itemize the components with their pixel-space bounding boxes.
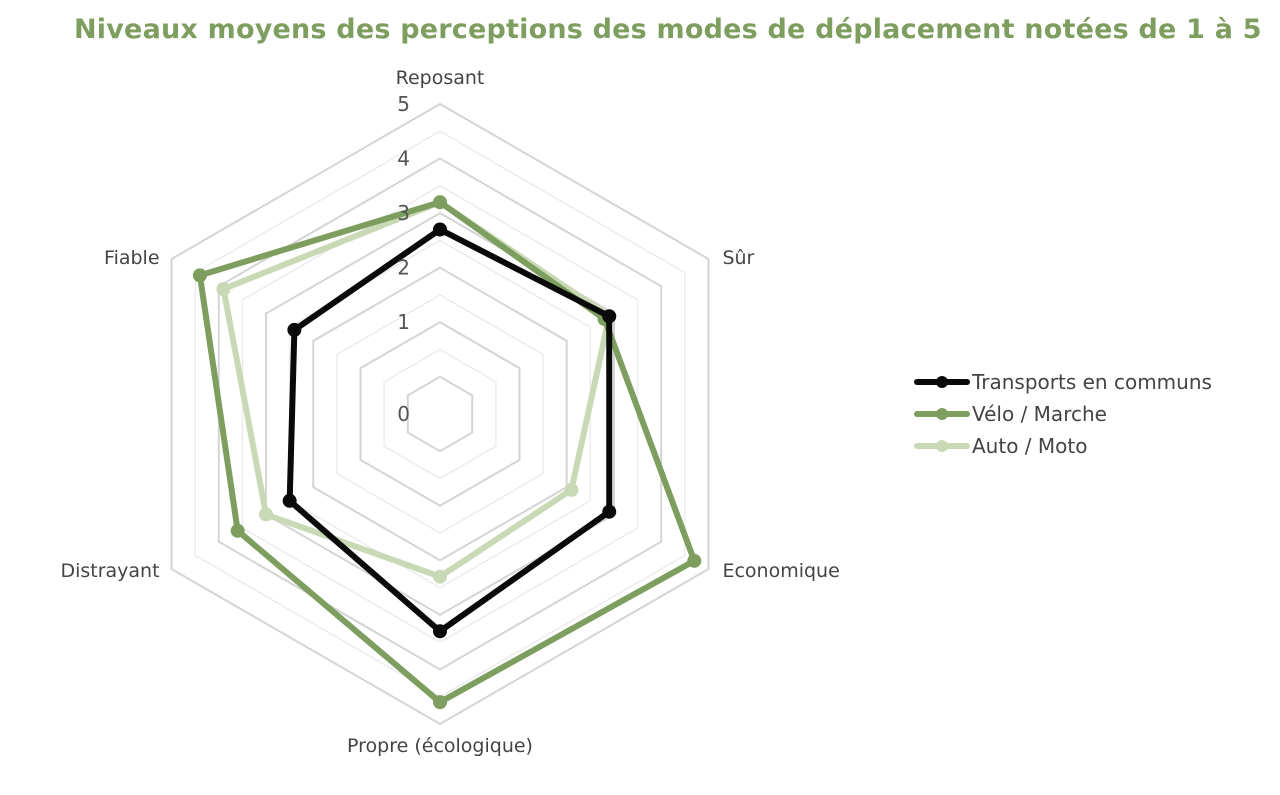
axis-label-1: Sûr — [722, 247, 754, 269]
grid-ring-minor-1.5 — [336, 294, 544, 534]
grid-ring-2 — [312, 266, 568, 562]
grid-ring-minor-2.5 — [288, 239, 592, 589]
legend-label-2: Auto / Moto — [972, 434, 1088, 458]
axis-label-4: Distrayant — [60, 560, 159, 582]
series-0-point-3 — [433, 624, 447, 639]
grid-ring-minor-0.5 — [383, 348, 497, 480]
tick-label-2: 2 — [397, 256, 410, 280]
series-0-point-0 — [433, 222, 447, 237]
legend-item-0: Transports en communs — [912, 366, 1212, 398]
legend-item-2: Auto / Moto — [912, 430, 1212, 462]
axis-label-2: Economique — [722, 560, 839, 582]
grid-ring-0 — [406, 375, 474, 453]
series-1-point-5 — [192, 268, 207, 283]
series-2-point-3 — [433, 569, 447, 584]
legend-label-0: Transports en communs — [972, 370, 1212, 394]
axis-label-3: Propre (écologique) — [347, 735, 533, 757]
legend-swatch-2 — [912, 436, 972, 456]
series-0-point-4 — [282, 493, 297, 508]
legend-swatch-0 — [912, 372, 972, 392]
series-2-point-4 — [259, 507, 274, 522]
series-0-point-2 — [602, 504, 617, 519]
tick-label-0: 0 — [397, 402, 410, 426]
radar-series — [192, 195, 702, 710]
tick-label-1: 1 — [397, 310, 410, 334]
axis-label-0: Reposant — [396, 67, 485, 89]
grid-ring-5 — [170, 102, 710, 726]
tick-label-5: 5 — [397, 92, 410, 116]
legend-item-1: Vélo / Marche — [912, 398, 1212, 430]
legend-label-1: Vélo / Marche — [972, 402, 1107, 426]
series-1-point-4 — [230, 523, 245, 538]
legend-swatch-1 — [912, 404, 972, 424]
chart-title: Niveaux moyens des perceptions des modes… — [74, 14, 1262, 45]
series-2-point-2 — [564, 482, 579, 497]
series-1-point-2 — [687, 553, 702, 568]
series-1-point-0 — [433, 195, 447, 210]
tick-label-3: 3 — [397, 201, 410, 225]
series-2-point-5 — [216, 282, 231, 297]
axis-label-5: Fiable — [104, 247, 160, 269]
series-0-point-1 — [602, 309, 617, 324]
grid-ring-1 — [359, 321, 521, 507]
tick-label-4: 4 — [397, 147, 410, 171]
series-1-point-3 — [433, 695, 447, 710]
radar-labels: 0 1 2 3 4 5 Reposant Sûr Economique Propre (écolo… — [60, 67, 839, 757]
grid-ring-minor-3.5 — [241, 184, 639, 644]
chart-legend: Transports en communs Vélo / Marche Auto /… — [912, 366, 1212, 462]
series-0-point-5 — [287, 322, 302, 337]
grid-ring-3 — [265, 211, 615, 617]
